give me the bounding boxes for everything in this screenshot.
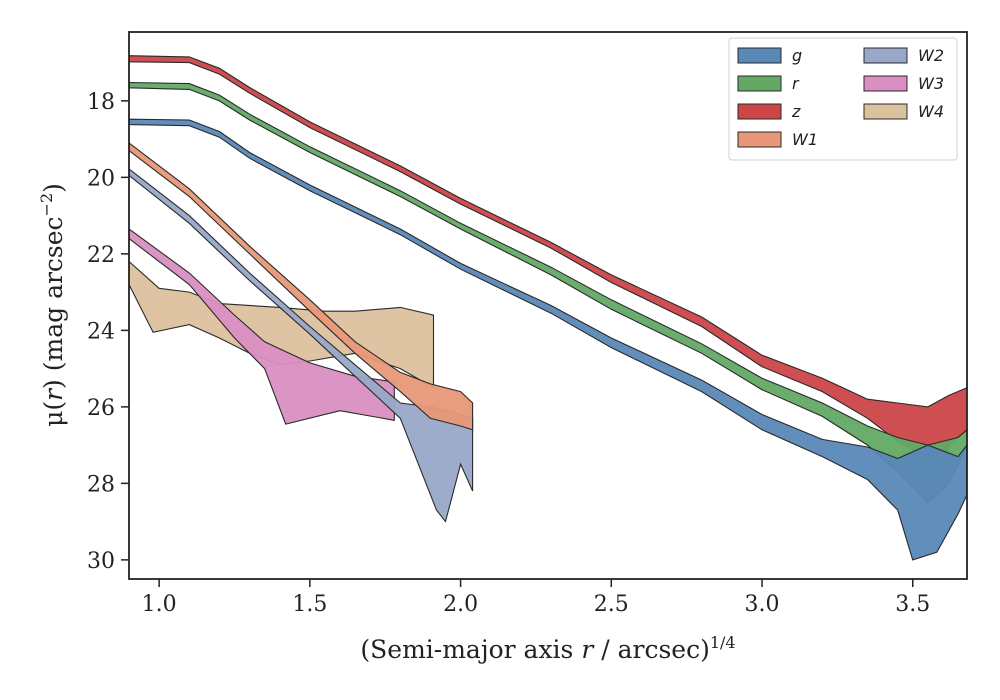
legend-swatch-r xyxy=(737,75,782,92)
band-W4 xyxy=(129,260,435,389)
y-axis-label: μ(r) (mag arcsec−2) xyxy=(37,183,68,427)
x-tick-label: 2.5 xyxy=(594,592,629,617)
x-tick-label: 3.5 xyxy=(895,592,930,617)
x-axis-label: (Semi-major axis r / arcsec)1/4 xyxy=(360,633,735,664)
legend-swatch-W1 xyxy=(737,131,782,148)
legend-label-r: r xyxy=(792,74,800,93)
band-g xyxy=(129,118,967,561)
legend-box xyxy=(728,37,958,161)
y-tick-label: 24 xyxy=(87,319,115,344)
band-W3 xyxy=(129,228,395,425)
legend: grz W1 W2 W3 W4 xyxy=(728,37,958,161)
x-tick-label: 2.0 xyxy=(443,592,478,617)
y-tick-label: 20 xyxy=(87,166,115,191)
legend-label-W3: W3 xyxy=(918,74,944,93)
x-tick-label: 1.0 xyxy=(142,592,177,617)
y-tick-label: 26 xyxy=(87,396,115,421)
y-tick-label: 22 xyxy=(87,243,115,268)
legend-label-W1: W1 xyxy=(792,130,818,149)
profile-bands xyxy=(129,55,967,561)
y-tick-label: 18 xyxy=(87,90,115,115)
legend-swatch-W2 xyxy=(863,47,908,64)
legend-label-z: z xyxy=(791,102,801,121)
y-tick-label: 30 xyxy=(87,549,115,574)
x-tick-label: 1.5 xyxy=(292,592,327,617)
legend-swatch-W4 xyxy=(863,103,908,120)
legend-label-g: g xyxy=(792,46,802,65)
y-axis-ticks: 18 20 22 24 26 28 30 xyxy=(87,90,129,574)
x-tick-label: 3.0 xyxy=(745,592,780,617)
legend-swatch-g xyxy=(737,47,782,64)
x-axis-ticks: 1.0 1.5 2.0 2.5 3.0 3.5 xyxy=(142,579,930,617)
band-W1 xyxy=(129,142,474,431)
legend-swatch-z xyxy=(737,103,782,120)
band-r xyxy=(129,81,967,504)
legend-swatch-W3 xyxy=(863,75,908,92)
band-W2 xyxy=(129,168,474,523)
legend-label-W2: W2 xyxy=(918,46,944,65)
legend-label-W4: W4 xyxy=(918,102,944,121)
plot-frame xyxy=(128,31,968,580)
y-tick-label: 28 xyxy=(87,472,115,497)
